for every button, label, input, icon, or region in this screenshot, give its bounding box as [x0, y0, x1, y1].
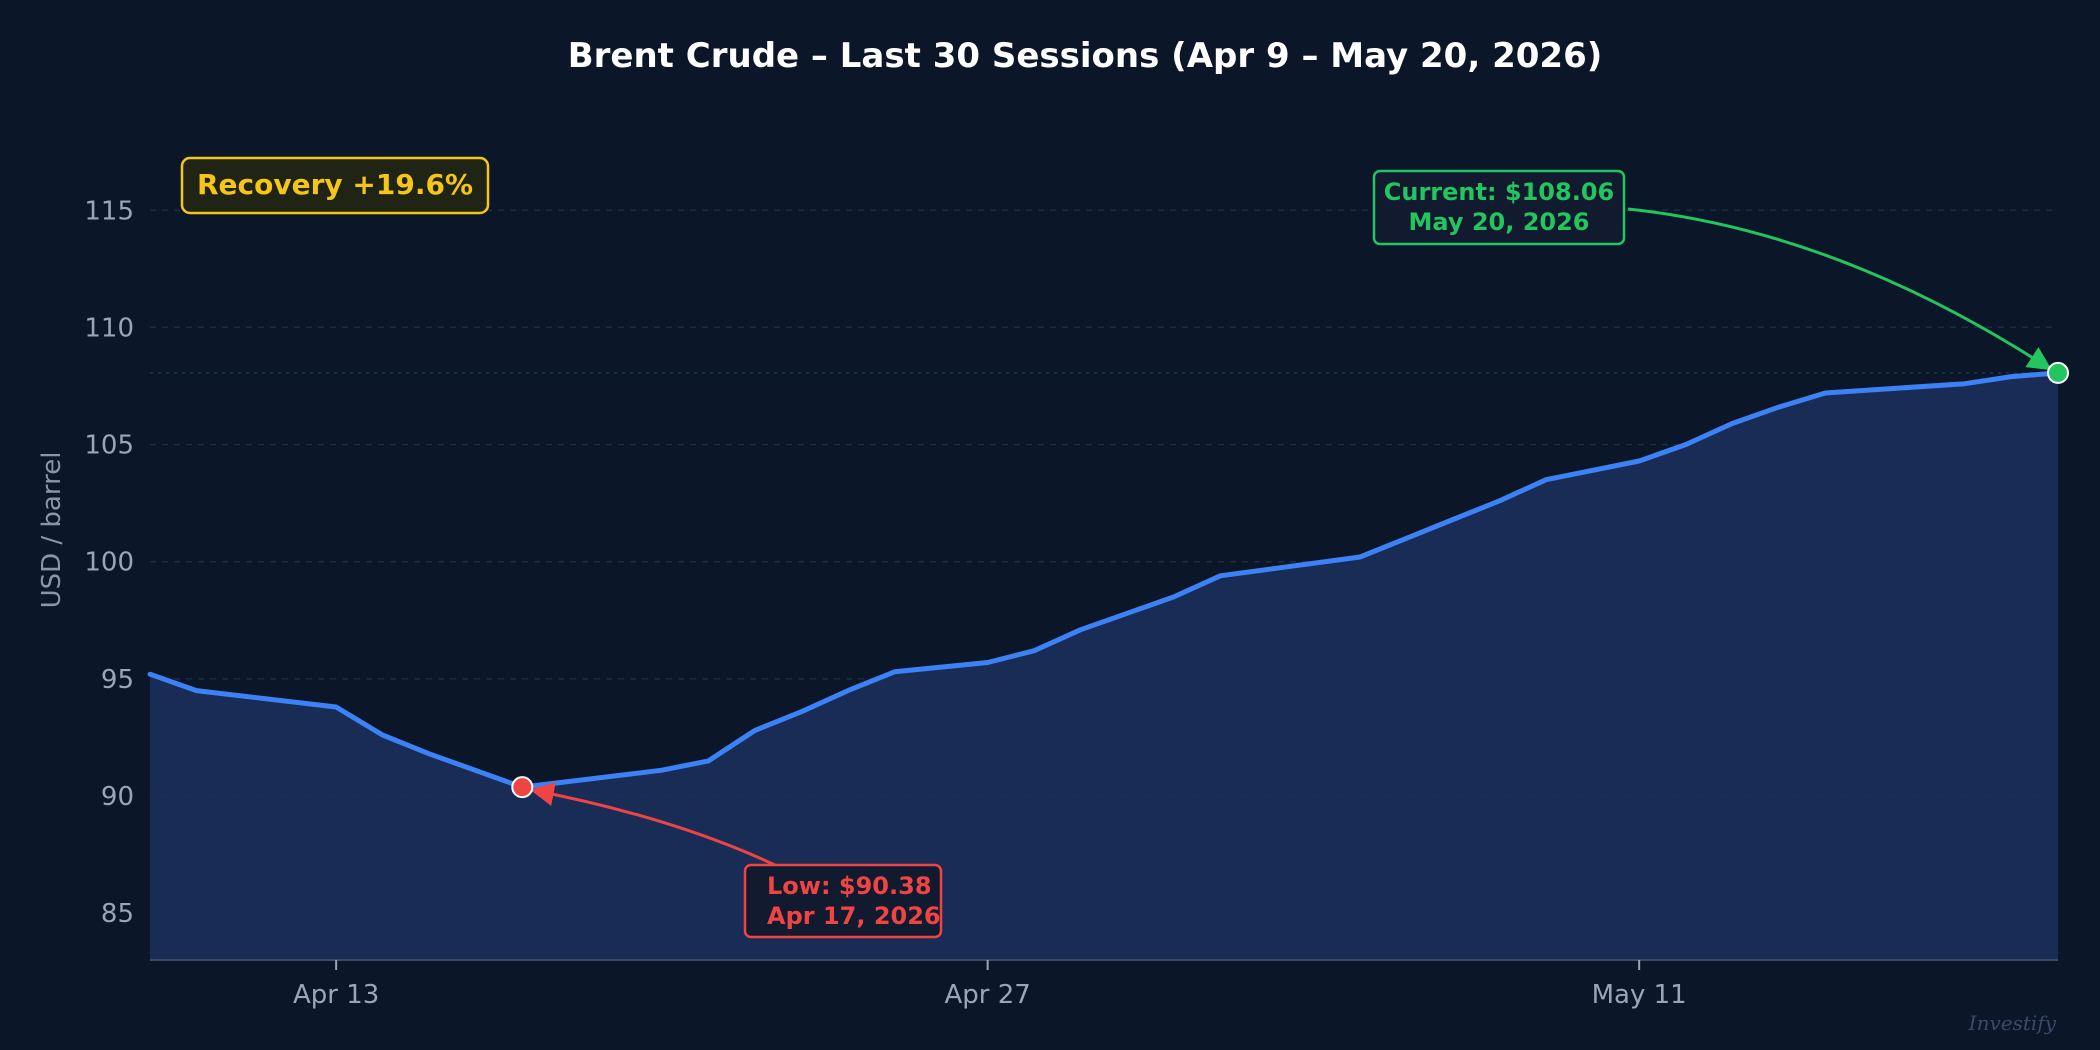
- y-tick-label: 90: [101, 782, 134, 812]
- recovery-badge: [180, 156, 490, 215]
- y-tick-label: 105: [84, 431, 134, 461]
- low-arrow: [529, 782, 776, 867]
- recovery-badge-text: Recovery +19.6%: [197, 168, 473, 201]
- low-point: [511, 776, 534, 799]
- current-callout-box: [1372, 169, 1626, 246]
- y-tick-label: 95: [101, 665, 134, 695]
- y-tick-label: 115: [84, 196, 134, 226]
- x-tick-label: Apr 13: [293, 980, 379, 1010]
- series-area: [150, 372, 2058, 960]
- y-tick-label: 110: [84, 313, 134, 343]
- x-tick-label: May 11: [1592, 980, 1687, 1010]
- low-callout-box: [743, 863, 943, 939]
- series-line: [147, 370, 2061, 790]
- current-date: May 20, 2026: [1408, 208, 1589, 236]
- current-arrow: [1627, 207, 2053, 371]
- watermark: Investify: [1968, 1011, 2057, 1035]
- low-label: Low: $90.38: [767, 872, 932, 900]
- current-label: Current: $108.06: [1384, 178, 1614, 206]
- y-tick-label: 100: [84, 548, 134, 578]
- y-axis-label: USD / barrel: [37, 452, 67, 609]
- current-point: [2047, 361, 2069, 384]
- y-tick-label: 85: [101, 899, 134, 929]
- x-tick-label: Apr 27: [944, 980, 1030, 1010]
- low-date: Apr 17, 2026: [767, 902, 941, 930]
- chart-title: Brent Crude – Last 30 Sessions (Apr 9 – …: [568, 36, 1603, 76]
